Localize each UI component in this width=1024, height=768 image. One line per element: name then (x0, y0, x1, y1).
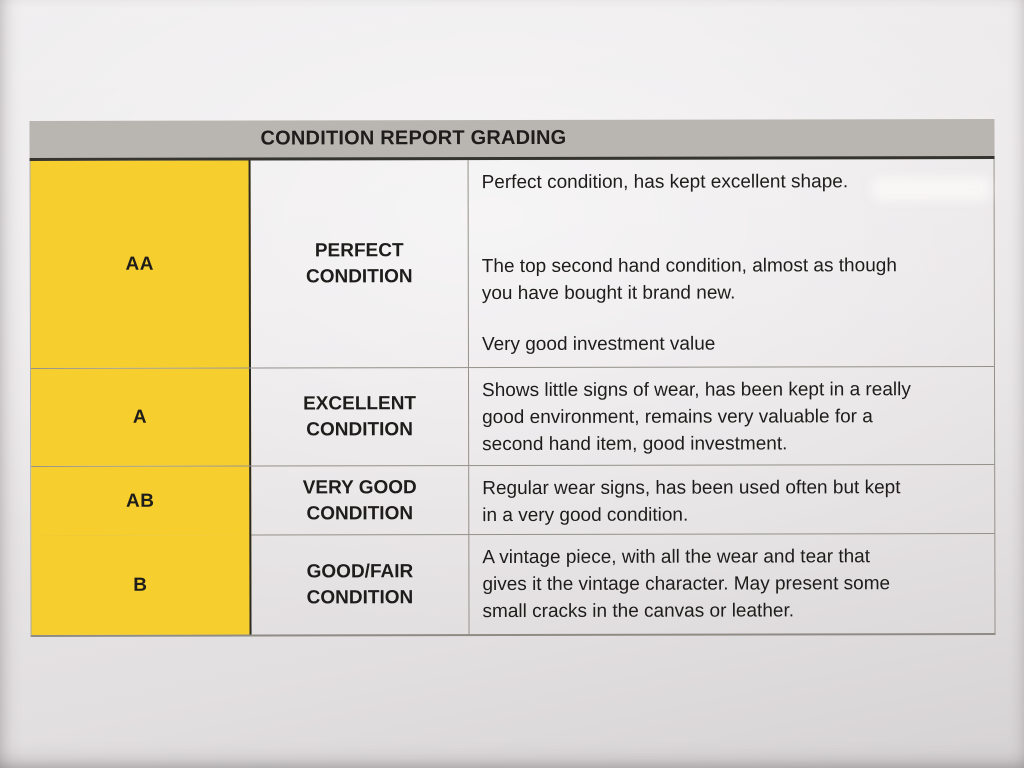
table-title: CONDITION REPORT GRADING (260, 126, 567, 150)
table-row-b: B GOOD/FAIR CONDITION A vintage piece, w… (31, 534, 994, 636)
condition-label-aa: PERFECT CONDITION (305, 239, 413, 287)
table-row-a: A EXCELLENT CONDITION Shows little signs… (30, 366, 995, 468)
table-body: AA PERFECT CONDITION Perfect condition, … (29, 158, 996, 638)
condition-cell-aa: PERFECT CONDITION (250, 160, 469, 368)
description-cell-a: Shows little signs of wear, has been kep… (469, 367, 994, 465)
condition-label-b: GOOD/FAIR CONDITION (306, 560, 414, 608)
grade-cell-ab: AB (31, 466, 252, 537)
grade-cell-b: B (31, 535, 252, 636)
grade-cell-aa: AA (30, 160, 251, 369)
description-cell-b: A vintage piece, with all the wear and t… (469, 534, 994, 634)
condition-cell-ab: VERY GOOD CONDITION (251, 466, 470, 536)
description-cell-ab: Regular wear signs, has been used often … (469, 465, 994, 535)
condition-label-a: EXCELLENT CONDITION (303, 392, 417, 440)
description-paragraph: Regular wear signs, has been used often … (482, 477, 901, 527)
description-cell-aa: Perfect condition, has kept excellent sh… (469, 159, 994, 367)
description-paragraph: Shows little signs of wear, has been kep… (482, 379, 911, 456)
table-row-aa: AA PERFECT CONDITION Perfect condition, … (30, 158, 994, 370)
description-paragraph: Perfect condition, has kept excellent sh… (481, 171, 849, 194)
condition-cell-b: GOOD/FAIR CONDITION (251, 535, 470, 635)
condition-grading-table: CONDITION REPORT GRADING AA PERFECT COND… (29, 118, 996, 638)
description-paragraph: Very good investment value (481, 333, 716, 356)
description-paragraph: The top second hand condition, almost as… (481, 255, 897, 305)
description-paragraph: A vintage piece, with all the wear and t… (482, 546, 891, 623)
grade-cell-a: A (30, 368, 252, 467)
condition-label-ab: VERY GOOD CONDITION (302, 476, 417, 524)
table-row-ab: AB VERY GOOD CONDITION Regular wear sign… (31, 464, 995, 537)
table-header-row: CONDITION REPORT GRADING (29, 118, 995, 162)
condition-cell-a: EXCELLENT CONDITION (250, 368, 470, 466)
